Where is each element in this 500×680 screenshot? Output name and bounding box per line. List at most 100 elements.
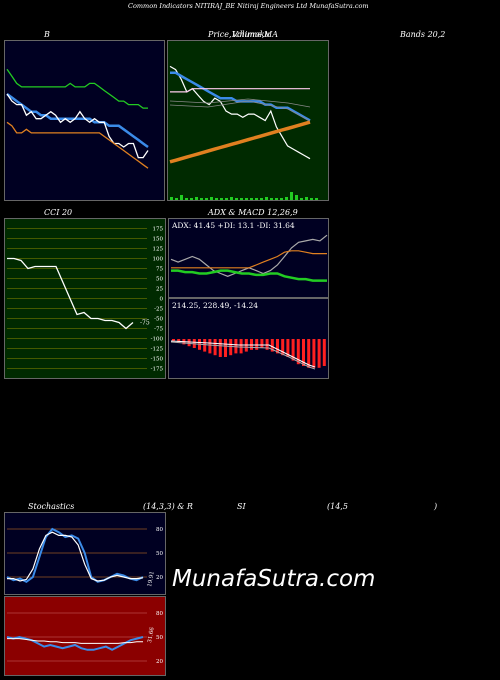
macd-bar xyxy=(281,339,285,356)
macd-bar xyxy=(270,339,274,352)
volume-bar xyxy=(275,198,278,200)
price-panel xyxy=(167,40,329,201)
rsi-series-line xyxy=(6,635,144,651)
macd-bar xyxy=(276,339,279,354)
cci-tick-label: 25 xyxy=(156,287,163,293)
bollinger-panel xyxy=(4,40,165,201)
adx-label: ADX & MACD 12,26,9 xyxy=(208,208,298,217)
cci-label: CCI 20 xyxy=(44,208,73,217)
macd-bar xyxy=(172,339,175,341)
cci-tick-label: -50 xyxy=(154,317,163,323)
adx-series-line xyxy=(171,269,327,282)
volume-bar xyxy=(270,198,273,200)
ichimoku-line xyxy=(169,100,311,122)
macd-bar xyxy=(312,339,316,368)
volume-bar xyxy=(265,197,268,200)
volume-bar xyxy=(240,198,243,200)
stoch-label: Stochastics xyxy=(28,502,75,511)
volume-bar xyxy=(190,198,193,200)
cci-chart: 175 150 125 100 75 50 25 0 -25 -50 -75 -100 -125 -150… xyxy=(7,227,164,373)
stoch-series-line xyxy=(6,527,144,583)
rsi-value-label: 31.66 xyxy=(147,626,156,643)
rsi-tick-label: 50 xyxy=(156,635,163,641)
volume-bar xyxy=(205,198,208,200)
volume-bar xyxy=(220,198,223,200)
bb-label-left: B xyxy=(44,30,50,39)
price-chart xyxy=(169,65,318,200)
rsi-chart: 80 50 20 31.66 xyxy=(6,611,163,665)
cci-tick-label: -125 xyxy=(151,347,164,353)
bb-label-price: Price, xyxy=(208,30,232,39)
bb-label-ma: MA xyxy=(264,30,278,39)
cci-tick-label: 50 xyxy=(156,277,163,283)
stoch-value-label: 19.91 xyxy=(147,571,156,588)
rsi-params: (14,5 xyxy=(327,502,348,511)
volume-bar xyxy=(230,197,233,200)
adx-panel: ADX: 41.45 +DI: 13.1 -DI: 31.64 xyxy=(168,218,329,298)
volume-bar xyxy=(210,197,213,200)
stoch-tick-label: 50 xyxy=(156,551,163,557)
macd-bar xyxy=(307,339,311,368)
rsi-label: SI xyxy=(237,502,246,511)
macd-bar xyxy=(317,339,321,368)
rsi-series-line xyxy=(7,638,143,644)
volume-bar xyxy=(195,197,198,200)
macd-bar xyxy=(255,339,259,350)
rsi-tick-label: 80 xyxy=(156,611,163,617)
volume-bar xyxy=(315,198,318,200)
cci-value-label: -75 xyxy=(140,320,150,327)
price-series-line xyxy=(169,120,311,164)
stoch-tick-label: 80 xyxy=(156,527,163,533)
volume-bar xyxy=(215,198,218,200)
volume-bar xyxy=(310,198,313,200)
macd-bar xyxy=(234,339,238,354)
cci-tick-label: 125 xyxy=(153,247,164,253)
adx-chart xyxy=(170,234,328,282)
adx-values: ADX: 41.45 +DI: 13.1 -DI: 31.64 xyxy=(172,221,295,230)
volume-bar xyxy=(180,195,183,200)
bb-label-volume: Volume, xyxy=(232,30,265,39)
volume-bar xyxy=(170,197,173,200)
cci-tick-label: 75 xyxy=(156,267,163,273)
bb-series-line xyxy=(6,121,149,169)
cci-tick-label: -150 xyxy=(151,357,164,363)
volume-bar xyxy=(245,198,248,200)
bollinger-chart xyxy=(6,68,149,169)
volume-bar xyxy=(250,198,253,200)
macd-bar xyxy=(286,339,290,357)
cci-line xyxy=(7,257,134,330)
macd-bar xyxy=(302,339,305,366)
bb-label-ichimoku: Ichimoku xyxy=(232,30,270,39)
macd-bar xyxy=(213,339,217,356)
macd-bar xyxy=(218,339,222,357)
cci-tick-label: 0 xyxy=(160,297,164,303)
macd-chart xyxy=(170,339,326,370)
volume-bar xyxy=(175,198,178,200)
macd-bar xyxy=(265,339,269,350)
macd-line xyxy=(170,340,316,368)
volume-bar xyxy=(200,198,203,200)
macd-bar xyxy=(208,339,212,354)
macd-bar xyxy=(177,339,181,343)
cci-tick-label: 150 xyxy=(153,237,164,243)
macd-bar xyxy=(260,339,264,348)
macd-bar xyxy=(203,339,207,352)
cci-tick-label: -75 xyxy=(154,327,163,333)
adx-series-line xyxy=(170,234,328,277)
volume-bar xyxy=(225,198,228,200)
volume-bar xyxy=(285,197,288,200)
bb-series-line xyxy=(6,93,149,159)
cci-tick-label: 100 xyxy=(153,257,164,263)
price-series-line xyxy=(169,65,311,160)
page-title: Common Indicators NITIRAJ_BE Nitiraj Eng… xyxy=(128,2,369,10)
bb-series-line xyxy=(6,92,149,149)
volume-bar xyxy=(295,195,298,200)
macd-bar xyxy=(296,339,300,365)
volume-bar xyxy=(255,198,258,200)
macd-bar xyxy=(229,339,233,356)
volume-bar xyxy=(305,197,308,200)
macd-bar xyxy=(322,339,326,366)
macd-bar xyxy=(239,339,243,354)
volume-bar xyxy=(290,192,293,200)
